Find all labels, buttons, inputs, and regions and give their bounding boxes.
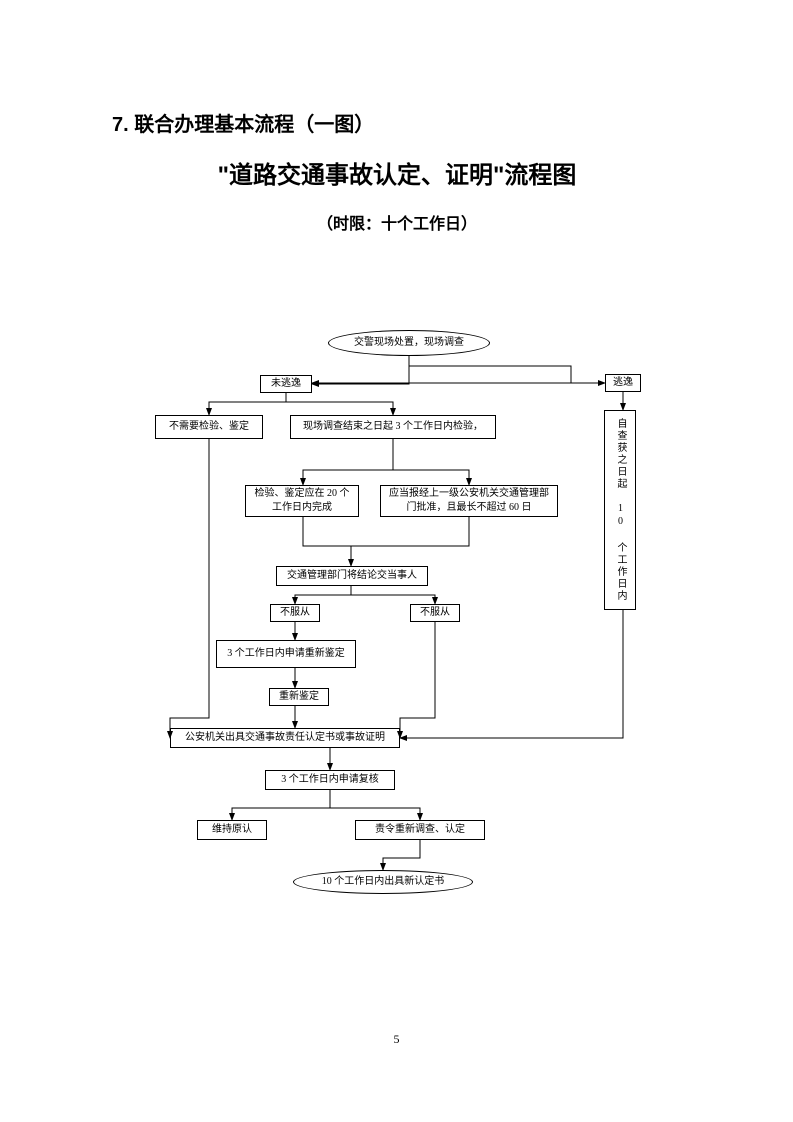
flow-node-n16: 维持原认 bbox=[197, 820, 267, 840]
sub-title: （时限：十个工作日） bbox=[112, 210, 682, 234]
flow-node-n9: 交通管理部门将结论交当事人 bbox=[276, 566, 428, 586]
flow-edge-0 bbox=[312, 356, 409, 384]
flow-edge-1 bbox=[409, 356, 605, 383]
flowchart-container: 交警现场处置，现场调查未逃逸 逃逸不需要检验、鉴定 现场调查结束之日起 3 个工作日… bbox=[155, 330, 665, 930]
flow-node-n14: 公安机关出具交通事故责任认定书或事故证明 bbox=[170, 728, 400, 748]
flow-node-n15: 3 个工作日内申请复核 bbox=[265, 770, 395, 790]
flow-node-n12: 3 个工作日内申请重新鉴定 bbox=[216, 640, 356, 668]
flow-node-n13: 重新鉴定 bbox=[269, 688, 329, 706]
flow-edge-17 bbox=[400, 610, 623, 738]
flow-edge-6 bbox=[303, 439, 393, 485]
flow-node-n8: 应当报经上一级公安机关交通管理部门批准，且最长不超过 60 日 bbox=[380, 485, 558, 517]
page-number: 5 bbox=[0, 1032, 793, 1047]
flow-edge-10 bbox=[295, 586, 351, 604]
flow-edge-2 bbox=[312, 366, 571, 383]
flow-edge-16 bbox=[400, 622, 435, 738]
flow-edge-11 bbox=[351, 586, 435, 604]
flow-node-n5: 现场调查结束之日起 3 个工作日内检验， bbox=[290, 415, 496, 439]
flow-node-n7: 检验、鉴定应在 20 个工作日内完成 bbox=[245, 485, 359, 517]
section-number: 7. 联合办理基本流程（一图） bbox=[112, 108, 682, 137]
flow-edge-4 bbox=[286, 393, 393, 415]
flow-edge-21 bbox=[383, 840, 420, 870]
flow-node-n10: 不服从 bbox=[270, 604, 320, 622]
flow-node-n2: 未逃逸 bbox=[260, 375, 312, 393]
flow-node-n4: 不需要检验、鉴定 bbox=[155, 415, 263, 439]
flow-edge-15 bbox=[170, 439, 209, 738]
flow-edge-19 bbox=[232, 790, 330, 820]
flow-node-n6: 自查获之日起 10 个工作日内 bbox=[604, 410, 636, 610]
flow-edge-8 bbox=[303, 517, 351, 566]
flow-node-n1: 交警现场处置，现场调查 bbox=[328, 330, 490, 356]
main-title: "道路交通事故认定、证明"流程图 bbox=[112, 155, 682, 190]
flow-node-n17: 责令重新调查、认定 bbox=[355, 820, 485, 840]
flow-node-n11: 不服从 bbox=[410, 604, 460, 622]
flow-node-n3: 逃逸 bbox=[605, 374, 641, 392]
flow-edge-7 bbox=[393, 470, 469, 485]
flow-edge-20 bbox=[330, 790, 420, 820]
flow-edge-9 bbox=[351, 517, 469, 546]
flow-edge-3 bbox=[209, 393, 286, 415]
flow-node-n18: 10 个工作日内出具新认定书 bbox=[293, 870, 473, 894]
page-header: 7. 联合办理基本流程（一图） "道路交通事故认定、证明"流程图 （时限：十个工… bbox=[112, 108, 682, 234]
